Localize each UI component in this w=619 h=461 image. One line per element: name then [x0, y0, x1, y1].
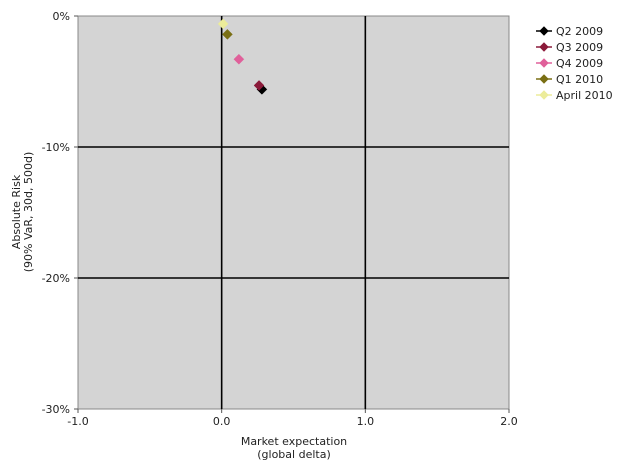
legend-swatch-marker: [539, 26, 549, 36]
legend-label: Q4 2009: [556, 57, 603, 70]
legend-swatch-marker: [539, 74, 549, 84]
y-tick-label: 0%: [53, 10, 70, 23]
legend-label: Q1 2010: [556, 73, 603, 86]
tick-labels: -1.0 0.0 1.0 2.0 0% -10% -20% -30%: [42, 10, 518, 428]
x-axis-title: Market expectation: [241, 435, 347, 448]
y-axis-title: Absolute Risk: [10, 174, 23, 249]
legend-swatch-marker: [539, 58, 549, 68]
legend-label: Q2 2009: [556, 25, 603, 38]
plot-area: [77, 15, 510, 410]
x-axis-subtitle: (global delta): [257, 448, 331, 461]
gridlines: [74, 15, 510, 413]
y-tick-label: -30%: [42, 403, 70, 416]
y-tick-label: -20%: [42, 272, 70, 285]
x-tick-label: 1.0: [357, 415, 375, 428]
data-point-q3-2009: [253, 80, 265, 91]
legend-swatch-marker: [539, 90, 549, 100]
x-tick-label: -1.0: [67, 415, 88, 428]
y-tick-label: -10%: [42, 141, 70, 154]
legend-label: April 2010: [556, 89, 613, 102]
x-tick-label: 2.0: [500, 415, 518, 428]
data-point-april-2010: [217, 18, 229, 30]
data-point-q1-2010: [222, 28, 233, 40]
x-tick-label: 0.0: [213, 415, 231, 428]
data-points: [217, 18, 268, 95]
legend: Q2 2009 Q3 2009 Q4 2009 Q1 2010 April 2010: [536, 25, 613, 102]
data-point-q4-2009: [233, 53, 245, 65]
legend-label: Q3 2009: [556, 41, 603, 54]
legend-swatch-marker: [539, 42, 549, 52]
y-axis-subtitle: (90% VaR, 30d, 500d): [22, 152, 35, 273]
